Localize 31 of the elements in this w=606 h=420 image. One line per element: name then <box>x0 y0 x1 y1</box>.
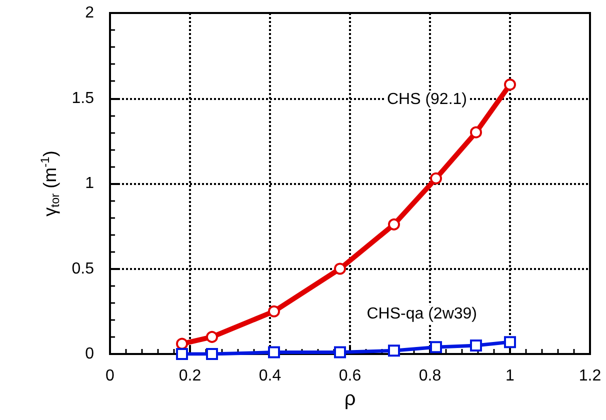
point <box>504 78 516 91</box>
y-tick-label: 1.5 <box>72 90 94 107</box>
point <box>388 344 400 357</box>
y-axis-title: γtor (m-1) <box>38 150 62 216</box>
y-tick-label: 0 <box>85 346 94 362</box>
point <box>176 348 188 360</box>
point <box>334 346 346 358</box>
point <box>268 305 280 318</box>
y-tick-label: 2 <box>85 4 94 22</box>
x-tick-label: 0.4 <box>258 368 282 384</box>
y-tick-label: 0.5 <box>72 260 94 278</box>
point <box>268 346 280 358</box>
y-tick-label: 1 <box>85 175 94 192</box>
point <box>206 348 218 360</box>
point <box>206 330 218 343</box>
x-tick-label: 0 <box>106 368 115 384</box>
point <box>430 341 442 354</box>
point <box>470 339 482 352</box>
point <box>470 126 482 138</box>
x-axis-title: ρ <box>344 388 356 410</box>
x-tick-label: 1.2 <box>578 368 602 384</box>
point <box>334 262 346 275</box>
x-tick-label: 0.6 <box>338 368 362 384</box>
series-label: CHS-qa (2w39) <box>366 306 477 323</box>
point <box>504 336 516 348</box>
point <box>430 172 442 184</box>
x-tick-label: 1 <box>506 368 515 384</box>
point <box>388 218 400 230</box>
x-tick-label: 0.2 <box>178 368 202 384</box>
x-tick-label: 0.8 <box>418 368 442 384</box>
series-label: CHS (92.1) <box>386 91 467 108</box>
